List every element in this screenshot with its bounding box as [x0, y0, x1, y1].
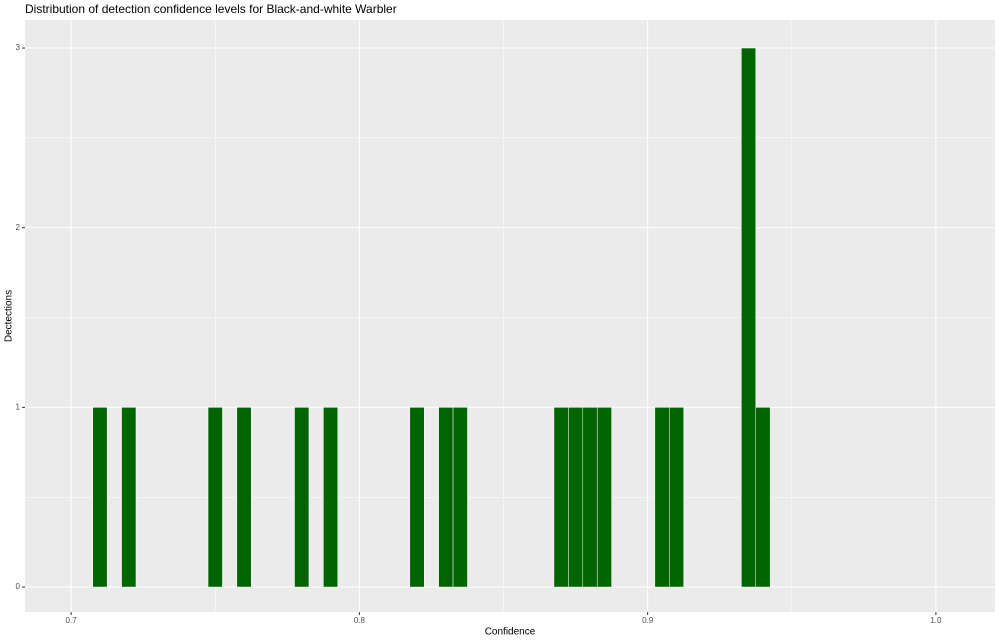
- bar: [438, 407, 454, 588]
- x-tick-label: 0.7: [66, 616, 78, 625]
- y-axis-label: Dectections: [4, 290, 15, 342]
- bar: [568, 407, 584, 588]
- y-tick-label: 1: [16, 402, 21, 411]
- bar: [582, 407, 598, 588]
- bar: [92, 407, 108, 588]
- bar: [207, 407, 223, 588]
- x-axis-label: Confidence: [485, 627, 536, 638]
- y-tick-label: 2: [16, 223, 21, 232]
- x-tick-label: 0.9: [642, 616, 654, 625]
- bar: [409, 407, 425, 588]
- x-tick-label: 0.8: [354, 616, 366, 625]
- chart-title: Distribution of detection confidence lev…: [25, 2, 397, 16]
- bar: [553, 407, 569, 588]
- y-tick-label: 3: [16, 43, 21, 52]
- bar: [294, 407, 310, 588]
- bar: [323, 407, 339, 588]
- x-tick-label: 1.0: [930, 616, 942, 625]
- y-tick-label: 0: [16, 582, 21, 591]
- bar: [669, 407, 684, 588]
- bar: [755, 407, 771, 588]
- panel: [25, 20, 995, 612]
- bar: [452, 407, 468, 588]
- bar: [654, 407, 670, 588]
- bar: [741, 47, 756, 588]
- bar: [121, 407, 137, 588]
- bar: [596, 407, 612, 588]
- bar: [236, 407, 252, 588]
